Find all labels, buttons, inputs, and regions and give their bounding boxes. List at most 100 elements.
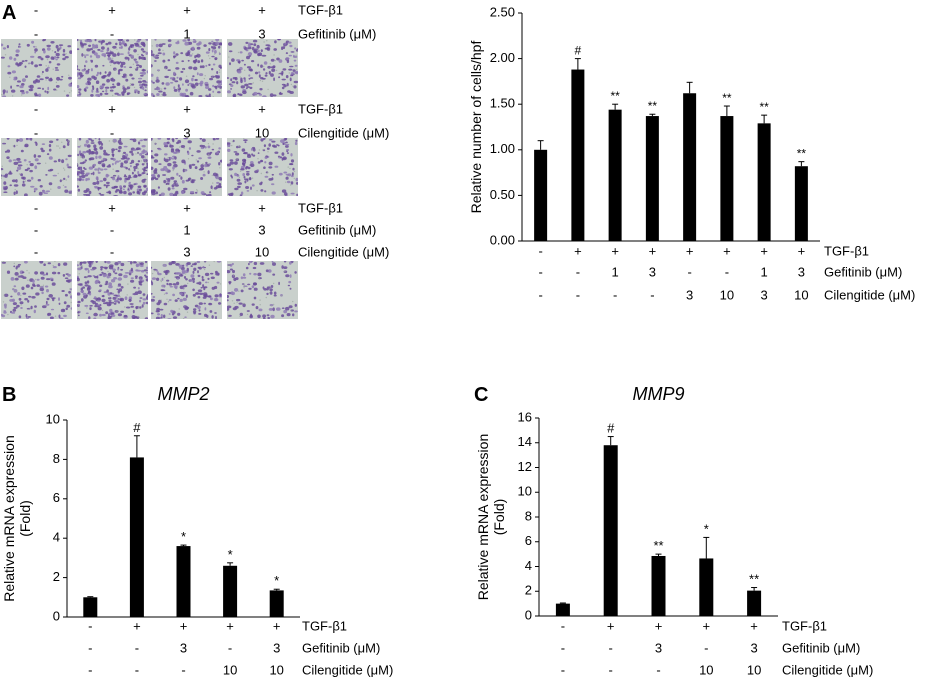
y-tick-label: 2.50: [490, 4, 515, 19]
y-tick-label: 0: [53, 608, 60, 623]
y-tick-label: 6: [53, 490, 60, 505]
x-condition-value: 3: [649, 264, 656, 279]
significance-marker: **: [648, 99, 658, 113]
panel-a-condition-value: +: [258, 2, 266, 17]
x-condition-value: -: [88, 618, 92, 633]
chart-title: MMP2: [157, 384, 209, 404]
panel-b-label: B: [2, 384, 16, 406]
chart-a-cell-migration: 0.00 0.50 1.00 1.50 2.00 2.50 Relative number …: [468, 4, 915, 302]
x-condition-value: +: [611, 243, 619, 258]
micrograph: [1, 138, 72, 196]
panel-a-condition-name: TGF-β1: [298, 101, 343, 116]
y-tick-label: 2.00: [490, 50, 515, 65]
chart-b-mmp2: 0 2 4 6 8 10 Relative mRNA expression (Fold) MMP…: [1, 384, 393, 677]
micrograph: [227, 138, 298, 196]
x-condition-value: 10: [720, 287, 734, 302]
x-condition-value: -: [538, 287, 542, 302]
x-condition-value: -: [538, 264, 542, 279]
panel-a-condition-value: 1: [183, 26, 190, 41]
x-condition-value: -: [687, 264, 691, 279]
bar: [699, 558, 714, 616]
y-tick-label: 10: [518, 484, 532, 499]
x-condition-value: +: [655, 618, 663, 633]
panel-a-condition-value: 10: [255, 125, 269, 140]
panel-a-condition-value: 3: [183, 244, 190, 259]
bar: [269, 590, 284, 617]
micrograph: [77, 261, 148, 319]
y-tick-label: 2: [525, 583, 532, 598]
micrograph: [77, 138, 148, 196]
y-tick-label: 1.00: [490, 141, 515, 156]
x-condition-name: Cilengitide (μM): [302, 662, 393, 677]
panel-a-label: A: [2, 2, 16, 24]
significance-marker: **: [759, 100, 769, 114]
panel-a-condition-value: +: [183, 2, 191, 17]
x-condition-value: +: [750, 618, 758, 633]
x-condition-value: -: [561, 618, 565, 633]
micrograph: [1, 39, 72, 97]
x-condition-value: 1: [761, 264, 768, 279]
y-tick-label: 6: [525, 533, 532, 548]
significance-marker: **: [653, 538, 663, 553]
y-axis-label: Relative mRNA expression: [1, 435, 17, 602]
panel-a-condition-value: +: [183, 200, 191, 215]
micrograph: [1, 261, 72, 319]
x-condition-value: -: [135, 640, 139, 655]
panel-a-condition-value: -: [34, 244, 38, 259]
chart-c-mmp9: 0 2 4 6 8 10 12 14 16 Relative mRNA expression (Fo…: [475, 384, 873, 677]
x-condition-value: -: [88, 662, 92, 677]
y-tick-label: 0.00: [490, 232, 515, 247]
x-condition-value: -: [609, 640, 613, 655]
y-tick-label: 16: [518, 409, 532, 424]
x-condition-value: -: [613, 287, 617, 302]
x-condition-value: 3: [761, 287, 768, 302]
x-condition-value: -: [650, 287, 654, 302]
x-condition-value: +: [703, 618, 711, 633]
x-condition-value: 3: [750, 640, 757, 655]
bar: [757, 123, 771, 241]
bar: [651, 555, 666, 616]
bar: [223, 565, 238, 617]
x-condition-value: +: [798, 243, 806, 258]
x-condition-value: -: [704, 640, 708, 655]
y-tick-label: 0.50: [490, 187, 515, 202]
panel-a-condition-value: -: [110, 125, 114, 140]
x-condition-name: Gefitinib (μM): [782, 640, 860, 655]
x-condition-value: -: [135, 662, 139, 677]
significance-marker: **: [610, 89, 620, 103]
y-tick-label: 8: [525, 508, 532, 523]
x-condition-value: -: [576, 287, 580, 302]
panel-a-condition-value: 10: [255, 244, 269, 259]
x-condition-name: TGF-β1: [824, 243, 869, 258]
significance-marker: *: [181, 529, 186, 544]
panel-a-condition-value: 1: [183, 222, 190, 237]
x-condition-value: +: [686, 243, 694, 258]
significance-marker: **: [722, 91, 732, 105]
bar: [608, 109, 622, 241]
bar: [683, 93, 697, 241]
x-condition-value: -: [181, 662, 185, 677]
panel-a-condition-value: +: [183, 101, 191, 116]
micrograph: [151, 138, 222, 196]
significance-marker: **: [749, 572, 759, 587]
micrograph: [77, 39, 148, 97]
panel-a-condition-value: +: [108, 101, 116, 116]
x-condition-value: 10: [747, 662, 761, 677]
x-condition-value: -: [609, 662, 613, 677]
y-tick-label: 14: [518, 434, 532, 449]
bar: [83, 597, 98, 617]
bar: [555, 603, 570, 616]
significance-marker: **: [797, 147, 807, 161]
micrograph: [227, 261, 298, 319]
x-condition-value: 1: [612, 264, 619, 279]
bar: [794, 166, 808, 241]
bar: [747, 590, 762, 616]
x-condition-value: -: [561, 640, 565, 655]
significance-marker: *: [228, 547, 233, 562]
x-condition-value: +: [649, 243, 657, 258]
panel-a-condition-name: Gefitinib (μM): [298, 26, 376, 41]
y-tick-label: 8: [53, 451, 60, 466]
x-condition-name: TGF-β1: [302, 618, 347, 633]
significance-marker: *: [274, 573, 279, 588]
